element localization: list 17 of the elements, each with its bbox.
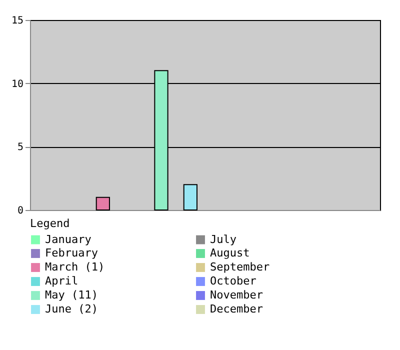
legend-label: November <box>210 288 264 302</box>
legend-label: April <box>45 274 78 288</box>
y-tick-label: 15 <box>11 16 24 26</box>
legend-label: December <box>210 302 264 316</box>
y-tick-label: 10 <box>11 78 24 90</box>
legend-label: July <box>210 232 237 246</box>
legend-label: August <box>210 246 250 260</box>
legend-label: September <box>210 260 270 274</box>
legend-label: January <box>45 232 92 246</box>
legend-label: June (2) <box>45 302 98 316</box>
legend-title: Legend <box>30 217 70 230</box>
legend-label: May (11) <box>45 288 98 302</box>
legend-label: March (1) <box>45 260 105 274</box>
legend-label: October <box>210 274 257 288</box>
y-tick-label: 0 <box>17 206 24 216</box>
legend-label: February <box>45 246 98 260</box>
y-tick-label: 5 <box>17 142 24 154</box>
